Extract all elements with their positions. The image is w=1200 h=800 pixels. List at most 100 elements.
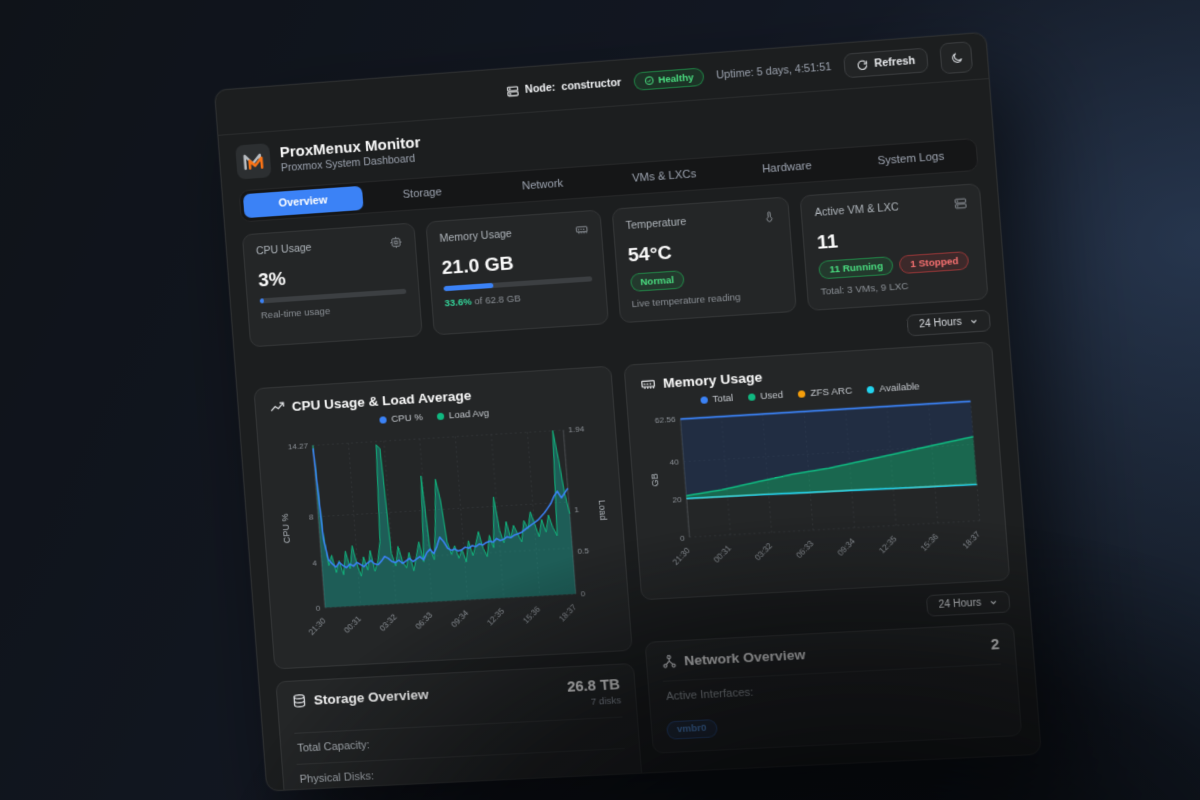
storage-disk-count: 7 disks xyxy=(590,695,622,708)
memory-usage-card: Memory Usage 21.0 GB 33.6% of 62.8 GB xyxy=(425,209,609,336)
vm-card-label: Active VM & LXC xyxy=(814,201,900,220)
vm-card-foot: Total: 3 VMs, 9 LXC xyxy=(820,280,909,298)
legend-item-used: Used xyxy=(747,390,784,403)
svg-text:18:37: 18:37 xyxy=(961,529,983,551)
svg-text:CPU %: CPU % xyxy=(280,513,292,543)
svg-text:40: 40 xyxy=(669,458,679,468)
interface-list: vmbr0 xyxy=(666,704,1005,740)
memory-chart: 0 20 40 62.56 GB 21:30 00:31 03:32 06:33 09:34 12:… xyxy=(649,391,983,567)
legend-dot xyxy=(699,396,708,404)
health-badge: Healthy xyxy=(632,67,705,91)
temperature-status-badge: Normal xyxy=(629,270,686,292)
refresh-icon xyxy=(856,59,868,71)
network-interface-count: 2 xyxy=(990,636,1000,654)
theme-toggle-button[interactable] xyxy=(939,41,974,75)
memory-card-label: Memory Usage xyxy=(439,227,513,245)
node-indicator: Node: constructor xyxy=(505,76,622,98)
svg-text:18:37: 18:37 xyxy=(557,602,578,623)
thermometer-icon xyxy=(762,210,777,224)
left-column: CPU Usage & Load Average CPU % Load Avg 0… xyxy=(253,365,644,792)
temperature-card-value: 54°C xyxy=(627,242,673,267)
svg-text:20: 20 xyxy=(672,495,682,505)
node-label: Node: xyxy=(524,81,556,96)
dashboard-window: Node: constructor Healthy Uptime: 5 days… xyxy=(214,31,1042,792)
time-range-select[interactable]: 24 Hours xyxy=(906,309,992,337)
svg-text:14.27: 14.27 xyxy=(288,441,309,451)
storage-title: Storage Overview xyxy=(313,686,430,708)
cpu-progress-fill xyxy=(259,298,265,304)
main-columns: CPU Usage & Load Average CPU % Load Avg 0… xyxy=(237,332,1042,792)
memory-card-foot: 33.6% of 62.8 GB xyxy=(444,293,522,310)
temperature-card-foot: Live temperature reading xyxy=(631,291,742,311)
legend-item-cpu-: CPU % xyxy=(378,412,423,426)
cpu-card-value: 3% xyxy=(257,268,287,292)
svg-text:09:34: 09:34 xyxy=(449,608,470,629)
memory-progress-fill xyxy=(443,282,494,292)
svg-text:8: 8 xyxy=(309,513,315,522)
chevron-down-icon xyxy=(988,597,998,607)
svg-text:03:32: 03:32 xyxy=(378,612,399,633)
network-title: Network Overview xyxy=(683,646,806,668)
memory-module-icon xyxy=(574,223,588,237)
vm-stopped-badge: 1 Stopped xyxy=(899,251,970,275)
svg-text:00:31: 00:31 xyxy=(342,614,363,635)
network-overview-panel: Network Overview 2 Active Interfaces: vm… xyxy=(644,622,1023,754)
cpu-card-label: CPU Usage xyxy=(255,241,312,258)
server-stack-icon xyxy=(953,196,968,210)
svg-text:12:35: 12:35 xyxy=(877,534,899,556)
memory-chart-panel: Memory Usage Total Used ZFS ARC Available 0… xyxy=(623,341,1011,600)
tab-overview[interactable]: Overview xyxy=(242,185,364,219)
legend-item-total: Total xyxy=(699,393,734,406)
tab-hardware[interactable]: Hardware xyxy=(761,159,813,176)
memory-range-select[interactable]: 24 Hours xyxy=(926,590,1011,617)
svg-text:1: 1 xyxy=(574,505,580,514)
active-interfaces-label: Active Interfaces: xyxy=(662,663,1004,712)
cpu-load-chart-panel: CPU Usage & Load Average CPU % Load Avg 0… xyxy=(253,365,633,670)
svg-text:15:36: 15:36 xyxy=(521,604,542,625)
svg-text:06:33: 06:33 xyxy=(414,610,435,631)
svg-text:21:30: 21:30 xyxy=(671,545,693,566)
check-circle-icon xyxy=(643,75,654,86)
legend-item-zfs-arc: ZFS ARC xyxy=(797,385,853,400)
node-value: constructor xyxy=(561,76,622,94)
tab-system-logs[interactable]: System Logs xyxy=(877,150,945,168)
memory-chart-title: Memory Usage xyxy=(662,369,763,391)
cpu-card-foot: Real-time usage xyxy=(260,305,331,322)
legend-dot xyxy=(436,412,445,421)
legend-item-available: Available xyxy=(866,381,920,396)
uptime-text: Uptime: 5 days, 4:51:51 xyxy=(715,60,832,82)
interface-badge: vmbr0 xyxy=(666,718,718,740)
tab-network[interactable]: Network xyxy=(521,177,564,193)
svg-text:0: 0 xyxy=(680,533,686,542)
svg-text:00:31: 00:31 xyxy=(712,543,734,565)
tab-vms-lxcs[interactable]: VMs & LXCs xyxy=(631,168,697,185)
legend-dot xyxy=(747,393,756,401)
legend-dot xyxy=(866,385,875,394)
svg-text:0: 0 xyxy=(315,604,321,613)
svg-text:12:35: 12:35 xyxy=(485,606,506,627)
svg-text:03:32: 03:32 xyxy=(753,541,775,563)
memory-card-value: 21.0 GB xyxy=(441,253,515,280)
svg-text:0: 0 xyxy=(580,589,586,598)
cpu-chip-icon xyxy=(389,235,403,249)
svg-text:62.56: 62.56 xyxy=(654,415,676,425)
svg-text:06:33: 06:33 xyxy=(794,538,816,560)
cpu-usage-card: CPU Usage 3% Real-time usage xyxy=(241,222,423,348)
vm-card-value: 11 xyxy=(816,231,839,254)
vm-running-badge: 11 Running xyxy=(818,256,895,280)
legend-dot xyxy=(797,390,806,398)
svg-text:0.5: 0.5 xyxy=(577,547,590,557)
network-icon xyxy=(661,653,678,669)
refresh-button[interactable]: Refresh xyxy=(842,47,929,79)
svg-text:1.94: 1.94 xyxy=(568,424,585,434)
svg-text:15:36: 15:36 xyxy=(919,531,941,553)
chevron-down-icon xyxy=(969,316,979,326)
right-column: Memory Usage Total Used ZFS ARC Available 0… xyxy=(623,341,1023,754)
moon-icon xyxy=(949,51,964,65)
storage-rows: Total Capacity: Physical Disks: xyxy=(294,716,628,792)
proxmenux-logo xyxy=(235,143,272,180)
server-icon xyxy=(505,84,519,98)
tab-storage[interactable]: Storage xyxy=(402,186,443,202)
active-vm-card: Active VM & LXC 11 11 Running 1 Stopped … xyxy=(799,183,989,311)
temperature-card-label: Temperature xyxy=(625,215,687,233)
